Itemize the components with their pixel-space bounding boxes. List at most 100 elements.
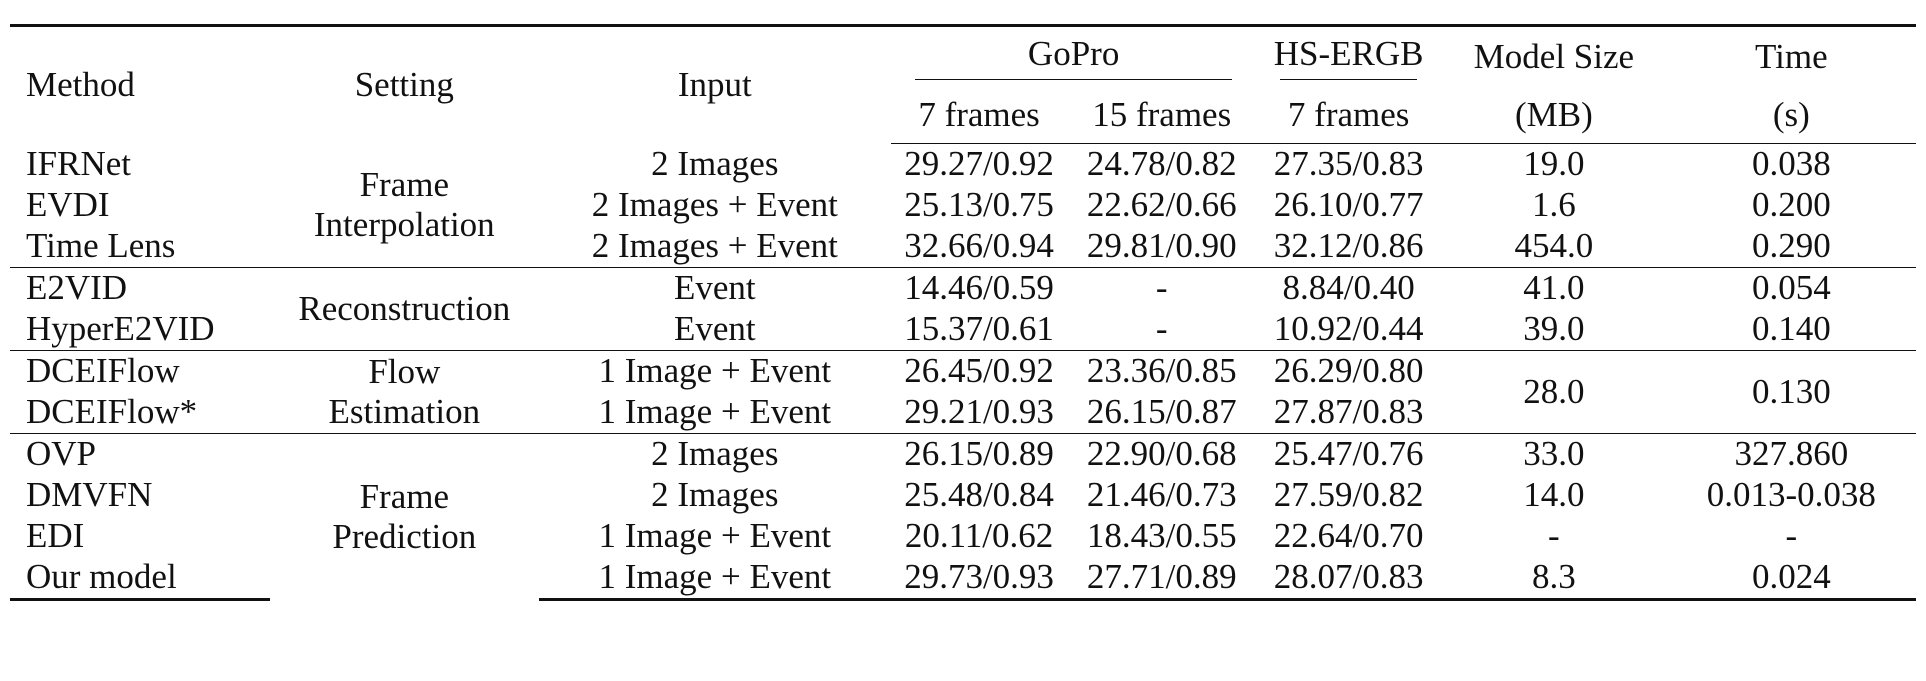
cell-hsergb-7: 27.87/0.83 — [1273, 392, 1424, 432]
cell-gopro-7: 15.37/0.61 — [904, 309, 1054, 349]
header-gopro-group: GoPro — [890, 24, 1257, 87]
cell-model-size: 14.0 — [1523, 475, 1585, 515]
cell-time: 0.013-0.038 — [1706, 475, 1876, 515]
cell-model-size: 8.3 — [1441, 557, 1667, 601]
table-header: Method Setting Input GoPro HS-ERGB Model… — [10, 24, 1916, 144]
table-row: E2VID Reconstruction Event 14.46/0.59-8.84/… — [10, 267, 1916, 351]
cell-gopro-7: 25.48/0.84 — [904, 475, 1054, 515]
table-row: Our model 1 Image + Event 29.73/0.93 27.71/… — [10, 557, 1916, 601]
header-input: Input — [538, 24, 891, 144]
cell-time: - — [1785, 516, 1798, 556]
header-setting: Setting — [270, 24, 539, 144]
cell-setting: Frame Prediction — [270, 433, 539, 600]
cell-gopro-15: 18.43/0.55 — [1086, 516, 1237, 556]
cell-model-size: 39.0 — [1523, 309, 1585, 349]
cell-gopro-15: 21.46/0.73 — [1086, 475, 1237, 515]
cell-model-size: 41.0 — [1441, 267, 1667, 309]
setting-line: Frame — [359, 165, 449, 204]
cell-time: 0.290 — [1751, 226, 1831, 266]
setting-line: Interpolation — [313, 205, 495, 245]
cell-input: 2 Images — [538, 433, 891, 475]
header-time-unit: (s) — [1666, 87, 1916, 144]
table-row: Time Lens 2 Images + Event 32.66/0.94 29.81… — [10, 226, 1916, 268]
table-group: DCEIFlow Flow Estimation 1 Image + Event 26.… — [10, 350, 1916, 434]
cell-input: 2 Images + Event — [591, 185, 838, 225]
header-model-size: Model Size — [1441, 24, 1667, 87]
table-row: HyperE2VID Event 15.37/0.61 - 10.92/0.44 39.0… — [10, 309, 1916, 351]
header-method: Method — [10, 24, 270, 144]
cell-gopro-7: 25.13/0.75 — [904, 185, 1054, 225]
hsergb-underline — [1280, 78, 1418, 80]
cell-time: 0.200 — [1751, 185, 1831, 225]
cell-setting: Reconstruction — [270, 267, 539, 351]
cell-gopro-15: 22.62/0.66 — [1086, 185, 1237, 225]
cell-method: OVP — [10, 433, 270, 475]
header-hsergb-7-frames: 7 frames — [1256, 87, 1442, 144]
cell-method: Time Lens — [26, 226, 176, 266]
cell-time: 0.054 — [1666, 267, 1916, 309]
cell-hsergb-7: 25.47/0.76 — [1256, 433, 1442, 475]
cell-method: EVDI — [26, 185, 110, 225]
table-group: OVP Frame Prediction 2 Images 26.15/0.89 22.9… — [10, 433, 1916, 601]
table-row: IFRNet Frame Interpolation 2 Images 29.27/0.… — [10, 144, 1916, 244]
cell-input: 1 Image + Event — [538, 557, 891, 601]
cell-model-size: 19.0 — [1523, 144, 1585, 184]
header-hsergb: HS-ERGB — [1273, 34, 1424, 74]
cell-input: Event — [538, 267, 891, 309]
results-table: Method Setting Input GoPro HS-ERGB Model… — [10, 24, 1916, 601]
cell-method: EDI — [26, 516, 85, 556]
header-hsergb-group: HS-ERGB — [1256, 24, 1442, 87]
cell-gopro-7: 26.15/0.89 — [890, 433, 1068, 475]
setting-line: Estimation — [328, 392, 481, 431]
table-row: EVDI 2 Images + Event 25.13/0.75 22.62/0.66… — [10, 185, 1916, 226]
cell-gopro-7: 29.73/0.93 — [890, 557, 1068, 601]
cell-time: 0.038 — [1751, 144, 1831, 184]
cell-model-size: - — [1548, 516, 1560, 556]
cell-hsergb-7: 10.92/0.44 — [1273, 309, 1424, 349]
cell-setting: Frame Interpolation — [270, 144, 539, 268]
cell-hsergb-7: 26.29/0.80 — [1256, 350, 1442, 392]
table-row: EDI 1 Image + Event 20.11/0.62 18.43/0.55 22… — [10, 516, 1916, 557]
cell-time: 0.140 — [1751, 309, 1831, 349]
cell-hsergb-7: 26.10/0.77 — [1273, 185, 1424, 225]
setting-line: Prediction — [332, 516, 477, 556]
cell-input: 2 Images — [651, 475, 779, 515]
table-row: DCEIFlow* 1 Image + Event 29.21/0.93 26.15/… — [10, 392, 1916, 434]
cell-hsergb-7: 22.64/0.70 — [1273, 516, 1424, 556]
cell-hsergb-7: 28.07/0.83 — [1256, 557, 1442, 601]
cell-input: 1 Image + Event — [598, 516, 832, 556]
cell-hsergb-7: 8.84/0.40 — [1256, 267, 1442, 309]
cell-hsergb-7: 27.35/0.83 — [1273, 144, 1424, 184]
cell-gopro-7: 29.27/0.92 — [904, 144, 1054, 184]
cell-model-size: 454.0 — [1514, 226, 1594, 266]
cell-method: DCEIFlow — [10, 350, 270, 392]
cell-input: 1 Image + Event — [598, 392, 832, 432]
table-row: DMVFN 2 Images 25.48/0.84 21.46/0.73 27.59/0… — [10, 475, 1916, 516]
cell-gopro-15: 24.78/0.82 — [1086, 144, 1237, 184]
cell-gopro-15: 29.81/0.90 — [1086, 226, 1237, 266]
cell-model-size: 1.6 — [1532, 185, 1576, 225]
setting-line: Reconstruction — [298, 288, 511, 328]
header-model-size-unit: (MB) — [1441, 87, 1667, 144]
cell-gopro-15: 27.71/0.89 — [1067, 557, 1257, 601]
table-group: IFRNet Frame Interpolation 2 Images 29.27/0.… — [10, 144, 1916, 268]
cell-time: 327.860 — [1666, 433, 1916, 475]
cell-method: Our model — [10, 557, 270, 601]
cell-hsergb-7: 27.59/0.82 — [1273, 475, 1424, 515]
cell-gopro-7: 29.21/0.93 — [904, 392, 1054, 432]
cell-gopro-15: 22.90/0.68 — [1067, 433, 1257, 475]
cell-gopro-15: 26.15/0.87 — [1086, 392, 1237, 432]
cell-method: DCEIFlow* — [26, 392, 198, 432]
cell-input: 2 Images — [651, 144, 779, 184]
cell-time: 0.130 — [1666, 350, 1916, 434]
cell-input: 1 Image + Event — [538, 350, 891, 392]
cell-gopro-7: 14.46/0.59 — [890, 267, 1068, 309]
table-row: DCEIFlow Flow Estimation 1 Image + Event 26.… — [10, 350, 1916, 434]
cell-model-size: 33.0 — [1441, 433, 1667, 475]
cell-gopro-15: - — [1067, 267, 1257, 309]
header-time: Time — [1666, 24, 1916, 87]
cell-input: 2 Images + Event — [591, 226, 838, 266]
header-gopro: GoPro — [1027, 34, 1120, 74]
cell-gopro-15: 23.36/0.85 — [1067, 350, 1257, 392]
table-group: E2VID Reconstruction Event 14.46/0.59-8.84/… — [10, 267, 1916, 351]
